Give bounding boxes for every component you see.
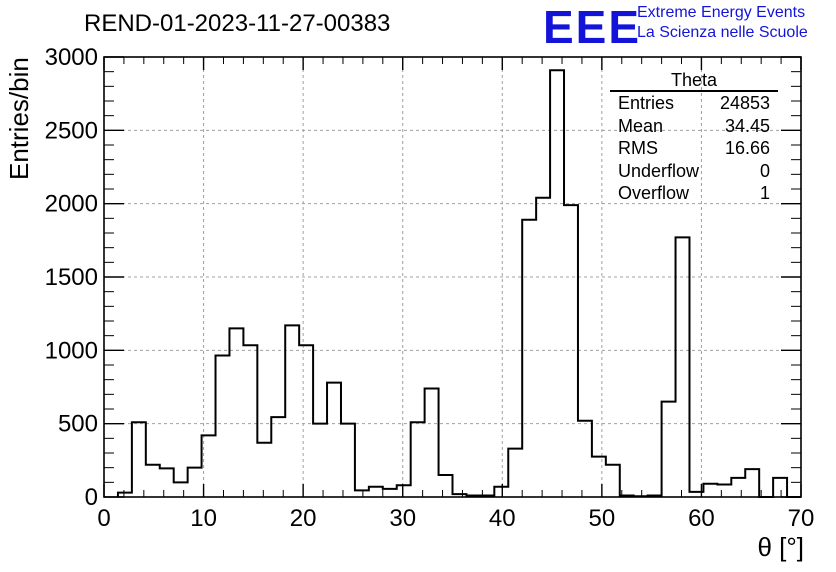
histogram-bar xyxy=(494,487,508,497)
histogram-bar xyxy=(174,482,188,497)
histogram-bar xyxy=(257,443,271,497)
x-axis-label: θ [°] xyxy=(757,532,804,562)
y-axis-label: Entries/bin xyxy=(4,57,34,180)
histogram-bar xyxy=(703,484,717,497)
histogram-bar xyxy=(341,424,355,497)
stats-row-rms: RMS 16.66 xyxy=(610,137,778,160)
histogram-bar xyxy=(327,383,341,497)
histogram-bar xyxy=(536,198,550,497)
stats-row-underflow: Underflow 0 xyxy=(610,160,778,183)
stats-label: Overflow xyxy=(618,183,690,203)
histogram-bar xyxy=(411,422,425,497)
y-tick-label: 2000 xyxy=(45,191,98,218)
x-tick-label: 20 xyxy=(290,505,317,532)
histogram-bar xyxy=(271,417,285,497)
y-tick-label: 3000 xyxy=(45,44,98,71)
histogram-bar xyxy=(522,220,536,497)
histogram-bar xyxy=(676,237,690,497)
histogram-bar xyxy=(578,421,592,497)
chart-title: REND-01-2023-11-27-00383 xyxy=(84,10,391,37)
plot-frame xyxy=(103,56,802,498)
stats-row-mean: Mean 34.45 xyxy=(610,115,778,138)
stats-value: 16.66 xyxy=(724,138,770,158)
x-tick-label: 70 xyxy=(788,505,815,532)
x-tick-label: 10 xyxy=(190,505,217,532)
stats-value: 1 xyxy=(759,183,770,203)
histogram-bar xyxy=(397,485,411,497)
histogram-bar xyxy=(508,449,522,497)
histogram-bar xyxy=(383,489,397,497)
histogram-bar xyxy=(662,402,676,497)
histogram-bar xyxy=(216,355,230,497)
histogram-outline xyxy=(116,69,801,498)
histogram-bar xyxy=(773,478,787,497)
histogram-bar xyxy=(550,70,564,497)
y-tick-label: 2500 xyxy=(45,117,98,144)
y-tick-label: 0 xyxy=(85,484,98,511)
stats-row-entries: Entries 24853 xyxy=(610,92,778,115)
histogram-bar xyxy=(439,475,453,497)
eee-logo: EEE xyxy=(543,1,642,53)
histogram-bar xyxy=(160,468,174,497)
x-tick-label: 40 xyxy=(489,505,516,532)
y-tick-label: 1500 xyxy=(45,264,98,291)
histogram-bar xyxy=(146,465,160,497)
histogram-bar xyxy=(243,345,257,497)
histogram-bar xyxy=(717,485,731,497)
histogram-bar xyxy=(229,328,243,497)
grid-lines xyxy=(104,57,801,497)
logo-tagline-2: La Scienza nelle Scuole xyxy=(637,24,808,41)
logo-tagline-1: Extreme Energy Events xyxy=(637,4,806,21)
stats-label: Mean xyxy=(618,115,664,136)
histogram-bar xyxy=(188,468,202,497)
histogram-bar xyxy=(564,205,578,497)
histogram-bar xyxy=(132,422,146,497)
stats-value: 24853 xyxy=(719,93,770,113)
histogram-bar xyxy=(606,465,620,497)
stats-title: Theta xyxy=(610,70,778,92)
stats-box: Theta Entries 24853 Mean 34.45 RMS 16.66… xyxy=(610,70,778,205)
histogram-bar xyxy=(425,388,439,497)
histogram-bar xyxy=(285,325,299,497)
y-tick-label: 1000 xyxy=(45,337,98,364)
x-tick-label: 60 xyxy=(688,505,715,532)
y-tick-label: 500 xyxy=(58,411,98,438)
x-tick-label: 0 xyxy=(97,505,110,532)
stats-row-overflow: Overflow 1 xyxy=(610,182,778,205)
x-tick-label: 30 xyxy=(389,505,416,532)
histogram-bar xyxy=(592,457,606,497)
stats-value: 34.45 xyxy=(724,115,770,136)
histogram-bar xyxy=(731,478,745,497)
stats-label: Entries xyxy=(618,93,675,113)
histogram-bar xyxy=(313,424,327,497)
histogram-bar xyxy=(745,469,759,497)
x-tick-label: 50 xyxy=(589,505,616,532)
stats-label: Underflow xyxy=(618,160,700,181)
stats-value: 0 xyxy=(759,160,770,181)
histogram-bar xyxy=(299,345,313,497)
stats-label: RMS xyxy=(618,138,658,158)
histogram-bar xyxy=(369,487,383,497)
